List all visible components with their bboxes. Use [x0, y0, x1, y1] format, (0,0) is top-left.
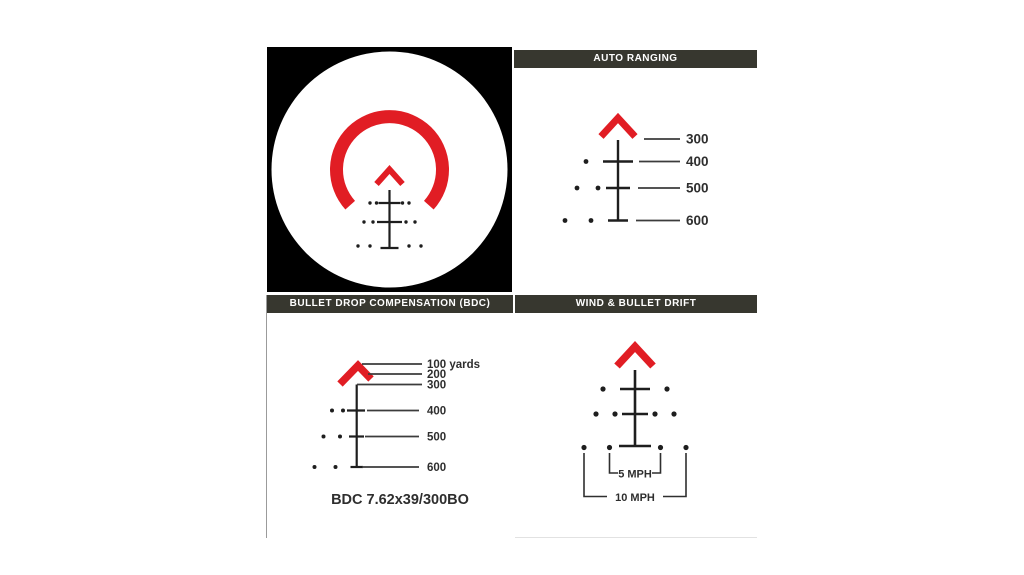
range-label-400: 400: [427, 406, 446, 418]
bdc-caption: BDC 7.62x39/300BO: [331, 492, 469, 508]
wind-diagram: 5 MPH 10 MPH: [515, 313, 757, 538]
wind-drawing: 5 MPH 10 MPH: [581, 340, 689, 504]
wind-dots: [356, 201, 423, 248]
wind-dots: [581, 386, 689, 451]
pointer-lines: [357, 363, 422, 468]
auto-ranging-drawing: 300 400 500 600: [562, 112, 709, 228]
wind-label-5mph: 5 MPH: [618, 469, 652, 481]
bdc-ladder: [603, 140, 633, 222]
chevron-icon: [614, 340, 656, 369]
range-label-600: 600: [686, 213, 709, 228]
auto-ranging-diagram: 300 400 500 600: [514, 68, 757, 291]
range-label-600: 600: [427, 462, 446, 474]
bdc-ladder: [377, 190, 402, 250]
bdc-title: BULLET DROP COMPENSATION (BDC): [267, 295, 513, 313]
pointer-lines: [636, 138, 680, 222]
bdc-ladder: [347, 384, 365, 469]
range-label-500: 500: [686, 181, 709, 196]
sight-picture-panel: [267, 47, 512, 292]
wind-dots: [312, 408, 345, 469]
bdc-panel: BULLET DROP COMPENSATION (BDC): [266, 295, 513, 538]
wind-dots: [562, 159, 601, 223]
wind-label-10mph: 10 MPH: [615, 492, 655, 504]
chevron-icon: [337, 360, 374, 387]
chevron-icon: [598, 112, 638, 139]
mph-brackets: [583, 453, 687, 498]
sight-picture-drawing: [267, 47, 512, 292]
range-label-200: 200: [427, 369, 446, 381]
wind-title: WIND & BULLET DRIFT: [515, 295, 757, 313]
bdc-diagram: 100 yards 200 300 400 500 600 BDC 7.62x3…: [267, 313, 513, 538]
range-label-100: 100 yards: [427, 359, 480, 371]
range-label-300: 300: [686, 132, 709, 147]
auto-ranging-panel: AUTO RANGING: [514, 50, 757, 291]
bdc-ladder: [619, 370, 651, 448]
horseshoe-arc-icon: [330, 110, 449, 210]
range-label-300: 300: [427, 380, 446, 392]
range-label-400: 400: [686, 154, 709, 169]
range-label-500: 500: [427, 432, 446, 444]
bdc-drawing: 100 yards 200 300 400 500 600 BDC 7.62x3…: [312, 359, 480, 508]
auto-ranging-title: AUTO RANGING: [514, 50, 757, 68]
chevron-icon: [374, 165, 405, 187]
wind-panel: WIND & BULLET DRIFT: [515, 295, 757, 538]
